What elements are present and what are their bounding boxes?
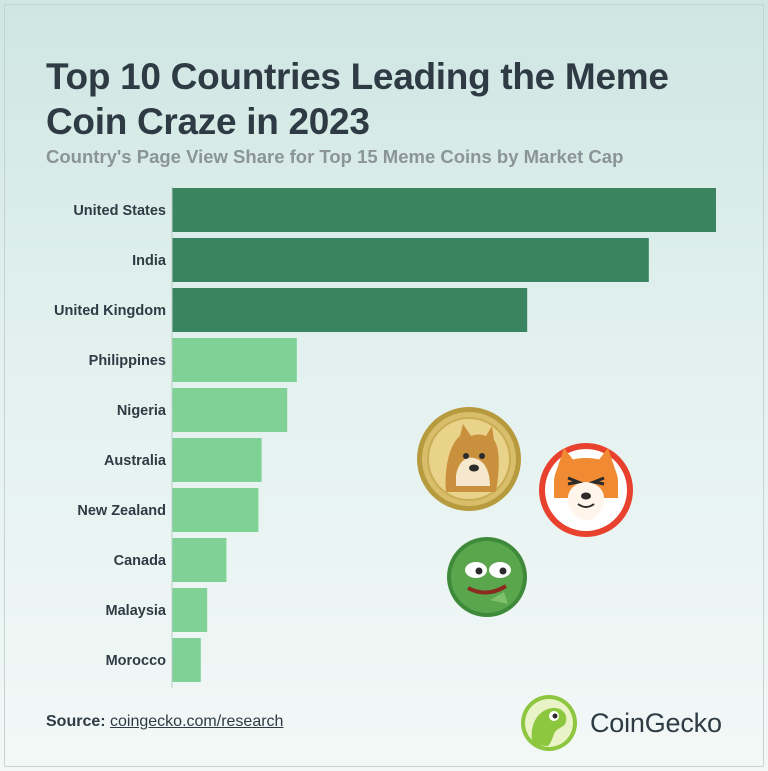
bar <box>172 288 528 332</box>
category-label: Canada <box>114 553 167 569</box>
category-label: New Zealand <box>77 503 166 519</box>
bar <box>172 188 716 232</box>
brand: CoinGecko <box>520 694 722 752</box>
brand-name: CoinGecko <box>590 707 722 738</box>
category-label: Nigeria <box>117 403 167 419</box>
bars-group: United States India United Kingdom Philippi… <box>54 188 716 682</box>
bar <box>172 638 201 682</box>
bar <box>172 238 649 282</box>
category-label: Philippines <box>89 353 166 369</box>
bar <box>172 438 262 482</box>
bar <box>172 538 227 582</box>
chart-subtitle: Country's Page View Share for Top 15 Mem… <box>46 146 624 167</box>
category-label: Morocco <box>106 653 167 669</box>
source-note: Source: coingecko.com/research <box>46 713 283 731</box>
category-label: Malaysia <box>106 603 167 619</box>
gecko-logo-icon <box>521 695 577 751</box>
shiba-inu-coin-icon <box>539 443 633 537</box>
doge-coin-icon <box>417 407 521 511</box>
bar <box>172 388 288 432</box>
pepe-coin-icon <box>447 537 527 617</box>
bar-chart: United States India United Kingdom Philippi… <box>54 186 716 688</box>
bar <box>172 488 259 532</box>
source-link[interactable]: coingecko.com/research <box>110 713 284 730</box>
category-label: United Kingdom <box>54 303 166 319</box>
category-label: Australia <box>104 453 167 469</box>
bar <box>172 338 297 382</box>
source-label: Source: <box>46 713 106 730</box>
category-label: India <box>132 253 167 269</box>
bar <box>172 588 208 632</box>
category-label: United States <box>73 203 166 219</box>
chart-title: Top 10 Countries Leading the Meme Coin C… <box>46 56 669 142</box>
